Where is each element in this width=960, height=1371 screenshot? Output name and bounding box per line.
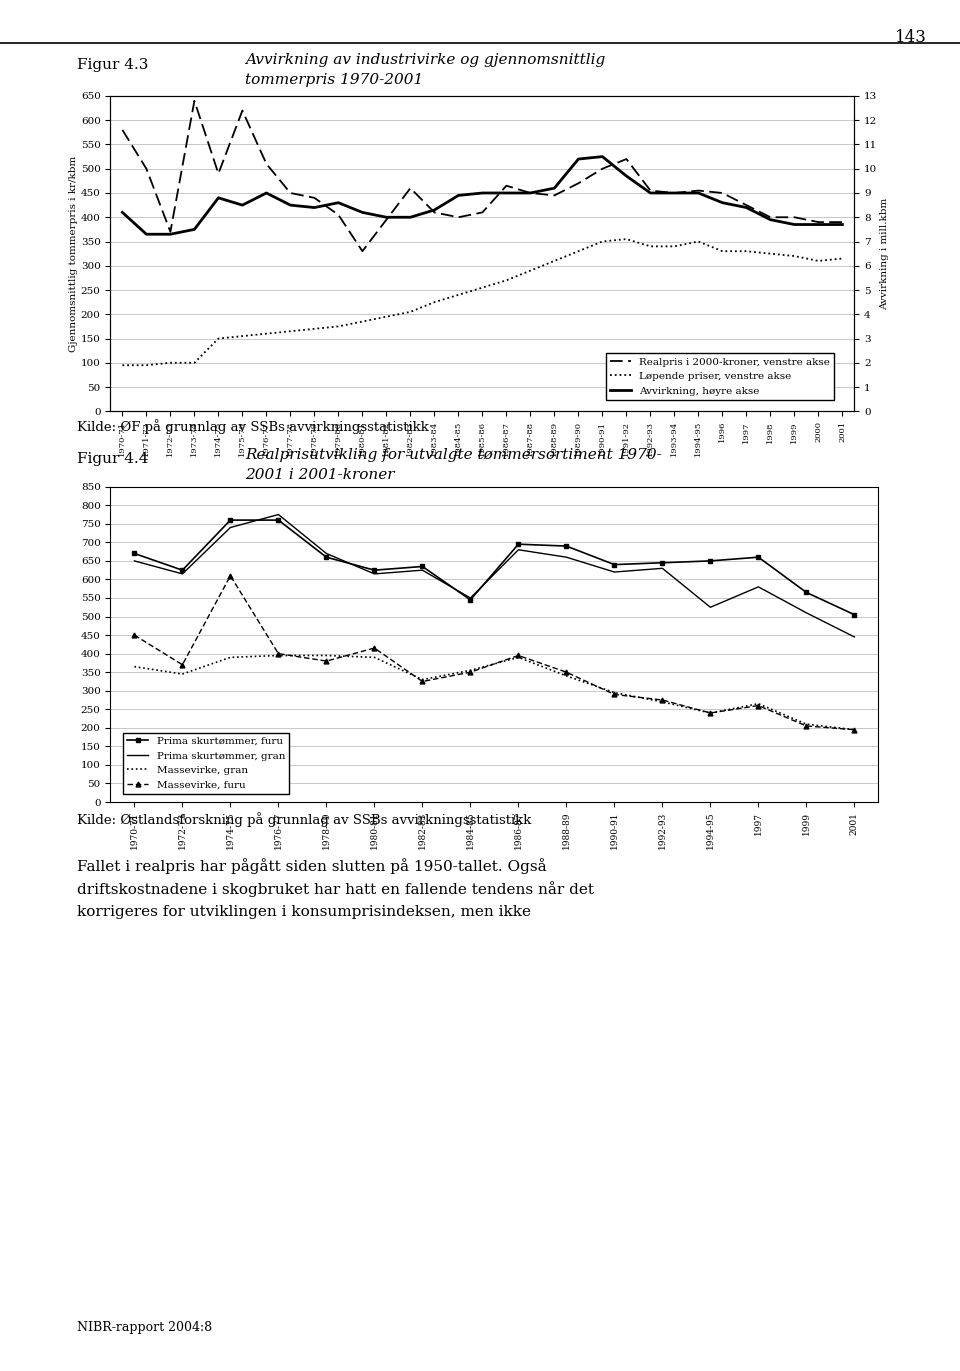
Text: driftskostnadene i skogbruket har hatt en fallende tendens når det: driftskostnadene i skogbruket har hatt e… xyxy=(77,882,594,898)
Text: Figur 4.3: Figur 4.3 xyxy=(77,58,148,71)
Text: Realprisutvikling for utvalgte tømmersortiment 1970-: Realprisutvikling for utvalgte tømmersor… xyxy=(245,448,661,462)
Text: NIBR-rapport 2004:8: NIBR-rapport 2004:8 xyxy=(77,1322,212,1334)
Text: Kilde: Østlandsforskning på grunnlag av SSBs avvirkningsstatistikk: Kilde: Østlandsforskning på grunnlag av … xyxy=(77,812,531,827)
Text: Figur 4.4: Figur 4.4 xyxy=(77,452,148,466)
Text: Kilde: ØF på grunnlag av SSBs avvirkningsstatistikk: Kilde: ØF på grunnlag av SSBs avvirkning… xyxy=(77,420,429,435)
Text: tommerpris 1970-2001: tommerpris 1970-2001 xyxy=(245,73,423,86)
Y-axis label: Gjennomsnittlig tommerpris i kr/kbm: Gjennomsnittlig tommerpris i kr/kbm xyxy=(69,155,78,352)
Text: korrigeres for utviklingen i konsumprisindeksen, men ikke: korrigeres for utviklingen i konsumprisi… xyxy=(77,905,531,919)
Legend: Realpris i 2000-kroner, venstre akse, Løpende priser, venstre akse, Avvirkning, : Realpris i 2000-kroner, venstre akse, Lø… xyxy=(606,354,834,400)
Y-axis label: Avvirkning i mill.kbm: Avvirkning i mill.kbm xyxy=(880,197,889,310)
Text: Fallet i realpris har pågått siden slutten på 1950-tallet. Også: Fallet i realpris har pågått siden slutt… xyxy=(77,858,546,875)
Text: 2001 i 2001-kroner: 2001 i 2001-kroner xyxy=(245,468,395,481)
Text: 143: 143 xyxy=(895,29,926,45)
Text: Avvirkning av industrivirke og gjennomsnittlig: Avvirkning av industrivirke og gjennomsn… xyxy=(245,53,605,67)
Legend: Prima skurtømmer, furu, Prima skurtømmer, gran, Massevirke, gran, Massevirke, fu: Prima skurtømmer, furu, Prima skurtømmer… xyxy=(123,732,289,794)
